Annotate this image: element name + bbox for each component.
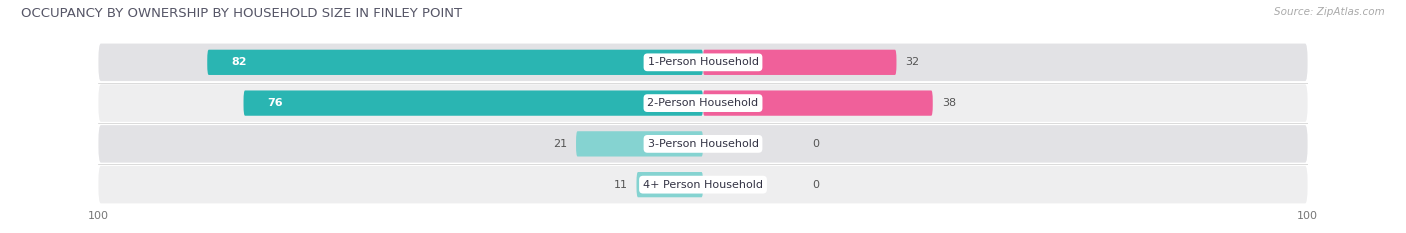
- Text: 11: 11: [613, 180, 627, 190]
- FancyBboxPatch shape: [98, 44, 1308, 81]
- Text: Source: ZipAtlas.com: Source: ZipAtlas.com: [1274, 7, 1385, 17]
- FancyBboxPatch shape: [98, 84, 1308, 122]
- FancyBboxPatch shape: [98, 166, 1308, 203]
- Text: 38: 38: [942, 98, 956, 108]
- Text: 76: 76: [267, 98, 284, 108]
- Text: 82: 82: [232, 57, 247, 67]
- FancyBboxPatch shape: [243, 90, 703, 116]
- FancyBboxPatch shape: [98, 125, 1308, 163]
- Text: 1-Person Household: 1-Person Household: [648, 57, 758, 67]
- FancyBboxPatch shape: [703, 90, 932, 116]
- FancyBboxPatch shape: [637, 172, 703, 197]
- FancyBboxPatch shape: [576, 131, 703, 157]
- Text: 0: 0: [811, 139, 818, 149]
- Text: 3-Person Household: 3-Person Household: [648, 139, 758, 149]
- FancyBboxPatch shape: [207, 50, 703, 75]
- Text: 0: 0: [811, 180, 818, 190]
- Text: 4+ Person Household: 4+ Person Household: [643, 180, 763, 190]
- FancyBboxPatch shape: [703, 50, 897, 75]
- Text: 2-Person Household: 2-Person Household: [647, 98, 759, 108]
- Text: 21: 21: [553, 139, 567, 149]
- Text: 32: 32: [905, 57, 920, 67]
- Text: OCCUPANCY BY OWNERSHIP BY HOUSEHOLD SIZE IN FINLEY POINT: OCCUPANCY BY OWNERSHIP BY HOUSEHOLD SIZE…: [21, 7, 463, 20]
